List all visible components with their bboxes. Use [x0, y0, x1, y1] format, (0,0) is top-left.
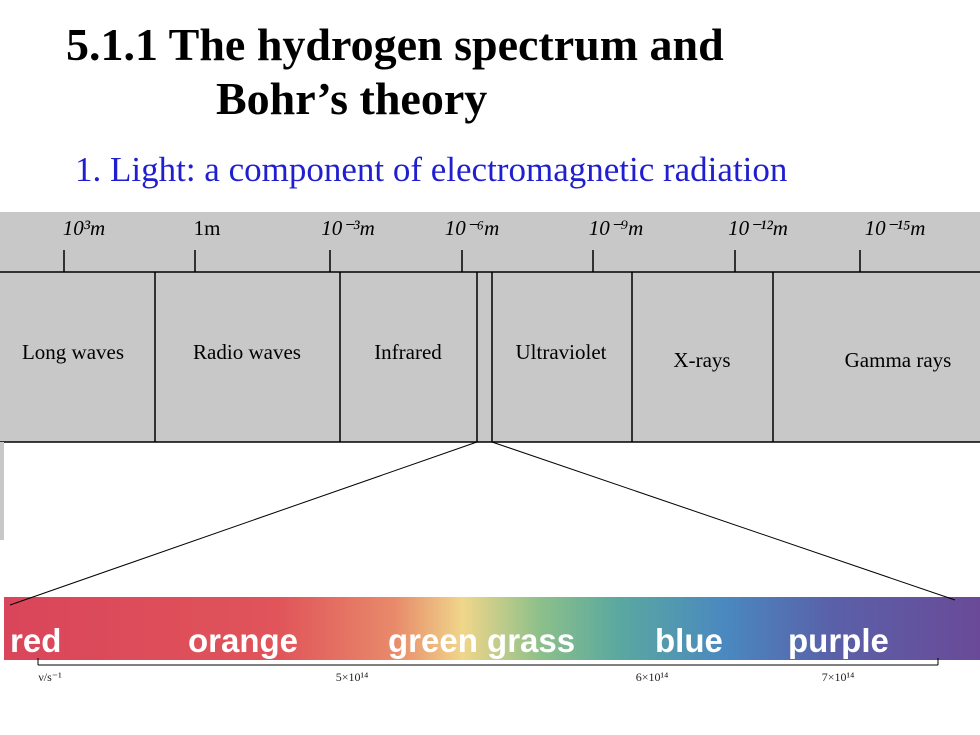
- freq-label: 7×10¹⁴: [821, 670, 855, 684]
- em-band: [0, 212, 980, 442]
- wavelength-label: 10⁻¹⁵m: [864, 216, 926, 240]
- title-line: Bohr’s theory: [216, 73, 488, 124]
- subtitle: 1. Light: a component of electromagnetic…: [75, 150, 788, 189]
- region-label: X-rays: [673, 348, 731, 372]
- wavelength-label: 10⁻³m: [321, 216, 375, 240]
- edge: [0, 442, 4, 540]
- region-label: Ultraviolet: [515, 340, 607, 364]
- title-line: 5.1.1 The hydrogen spectrum and: [66, 19, 724, 70]
- visible-spectrum: [4, 597, 980, 660]
- zoom-line: [9, 441, 478, 606]
- wavelength-label: 10³m: [62, 216, 106, 240]
- tick-marks: [63, 250, 861, 272]
- region-label: Infrared: [374, 340, 442, 364]
- color-label: red: [10, 622, 62, 659]
- color-label: green grass: [388, 622, 576, 659]
- color-label: purple: [788, 622, 889, 659]
- region-dividers: [154, 272, 774, 442]
- freq-label: 5×10¹⁴: [335, 670, 369, 684]
- wavelength-label: 10⁻⁶m: [444, 216, 500, 240]
- region-label: Long waves: [21, 340, 125, 364]
- freq-unit: ν/s⁻¹: [38, 670, 62, 684]
- freq-label: 6×10¹⁴: [635, 670, 669, 684]
- wavelength-label: 1m: [193, 216, 221, 240]
- region-label: Gamma rays: [844, 348, 952, 372]
- zoom-line: [491, 441, 956, 601]
- color-label: orange: [188, 622, 299, 659]
- color-label: blue: [655, 622, 723, 659]
- wavelength-label: 10⁻⁹m: [588, 216, 644, 240]
- wavelength-label: 10⁻¹²m: [728, 216, 788, 240]
- region-label: Radio waves: [193, 340, 301, 364]
